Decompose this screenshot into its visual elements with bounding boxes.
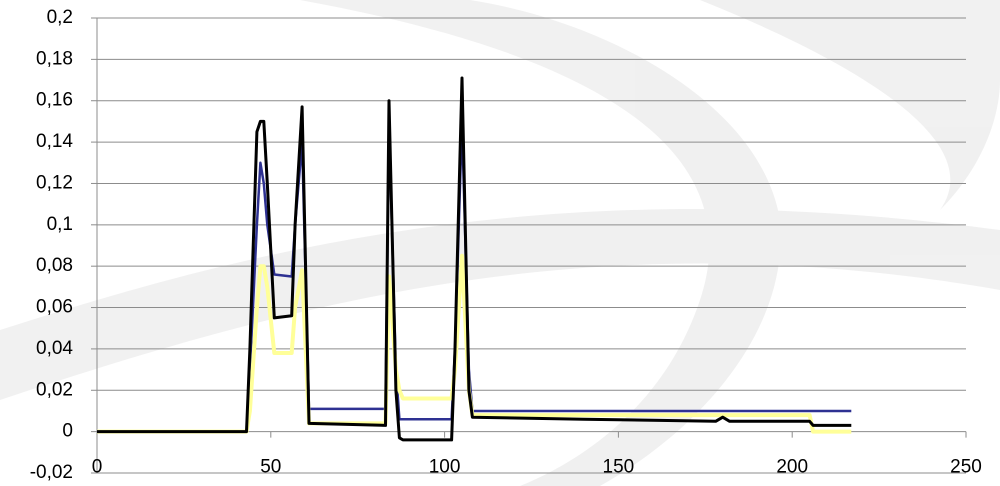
y-tick-label: 0,16 (36, 90, 73, 111)
y-tick-label: 0,14 (36, 131, 73, 152)
y-tick-label: 0,2 (47, 7, 73, 28)
data-line (97, 76, 852, 442)
y-tick-label: 0,06 (36, 297, 73, 318)
x-tick-label: 50 (260, 457, 281, 478)
y-tick-label: 0,12 (36, 172, 73, 193)
y-tick-label: 0,02 (36, 379, 73, 400)
y-tick-label: 0 (62, 421, 73, 442)
y-tick-label: 0,08 (36, 255, 73, 276)
x-tick-label: 200 (776, 457, 808, 478)
y-tick-label: 0,1 (47, 214, 73, 235)
x-tick-label: 0 (92, 457, 103, 478)
y-tick-label: -0,02 (30, 462, 73, 483)
y-tick-label: 0,18 (36, 48, 73, 69)
y-tick-label: 0,04 (36, 338, 73, 359)
x-tick-label: 150 (603, 457, 635, 478)
x-tick-label: 100 (429, 457, 461, 478)
x-tick-label: 250 (950, 457, 982, 478)
